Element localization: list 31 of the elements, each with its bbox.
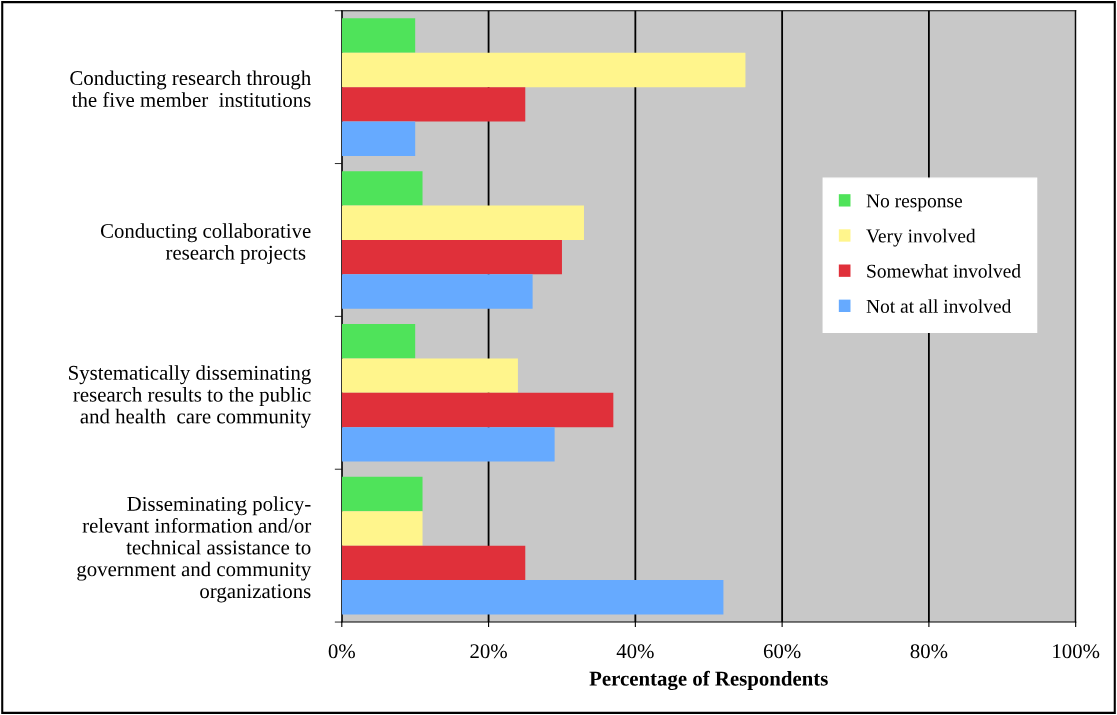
x-tick-label: 100% xyxy=(1053,644,1100,659)
bar xyxy=(341,511,423,546)
y-tick-label: Disseminating policy- relevant information and/or technical assistance to government and community organizations xyxy=(77,496,312,603)
x-tick-label: 40% xyxy=(616,644,654,659)
legend-label: Not at all involved xyxy=(866,299,1012,313)
bar xyxy=(341,239,562,275)
bar xyxy=(341,476,423,512)
bar xyxy=(341,545,526,581)
bar xyxy=(341,427,555,462)
y-tick-label: Conducting collaborative research projects xyxy=(100,223,311,264)
x-tick-label: 20% xyxy=(470,644,507,659)
bar xyxy=(341,274,533,309)
x-tick-label: 80% xyxy=(910,644,948,659)
bar xyxy=(341,171,423,206)
x-tick-label: 0% xyxy=(328,644,355,659)
bar xyxy=(341,358,518,393)
legend-label: Very involved xyxy=(866,228,976,247)
bar xyxy=(341,87,526,122)
bar xyxy=(341,121,416,156)
bar xyxy=(341,580,724,615)
bar xyxy=(341,392,614,428)
y-tick-label: Conducting research through the five member institutions xyxy=(70,70,311,107)
bar xyxy=(341,324,416,359)
bar xyxy=(341,52,746,88)
legend-label: No response xyxy=(866,194,963,212)
y-tick-label: Systematically disseminating research results to the public and health care community xyxy=(69,365,312,428)
legend-label: Somewhat involved xyxy=(867,264,1021,278)
bar xyxy=(341,205,584,240)
bar xyxy=(341,18,416,53)
x-axis-title: Percentage of Respondents xyxy=(589,670,828,691)
x-tick-label: 60% xyxy=(763,644,801,659)
